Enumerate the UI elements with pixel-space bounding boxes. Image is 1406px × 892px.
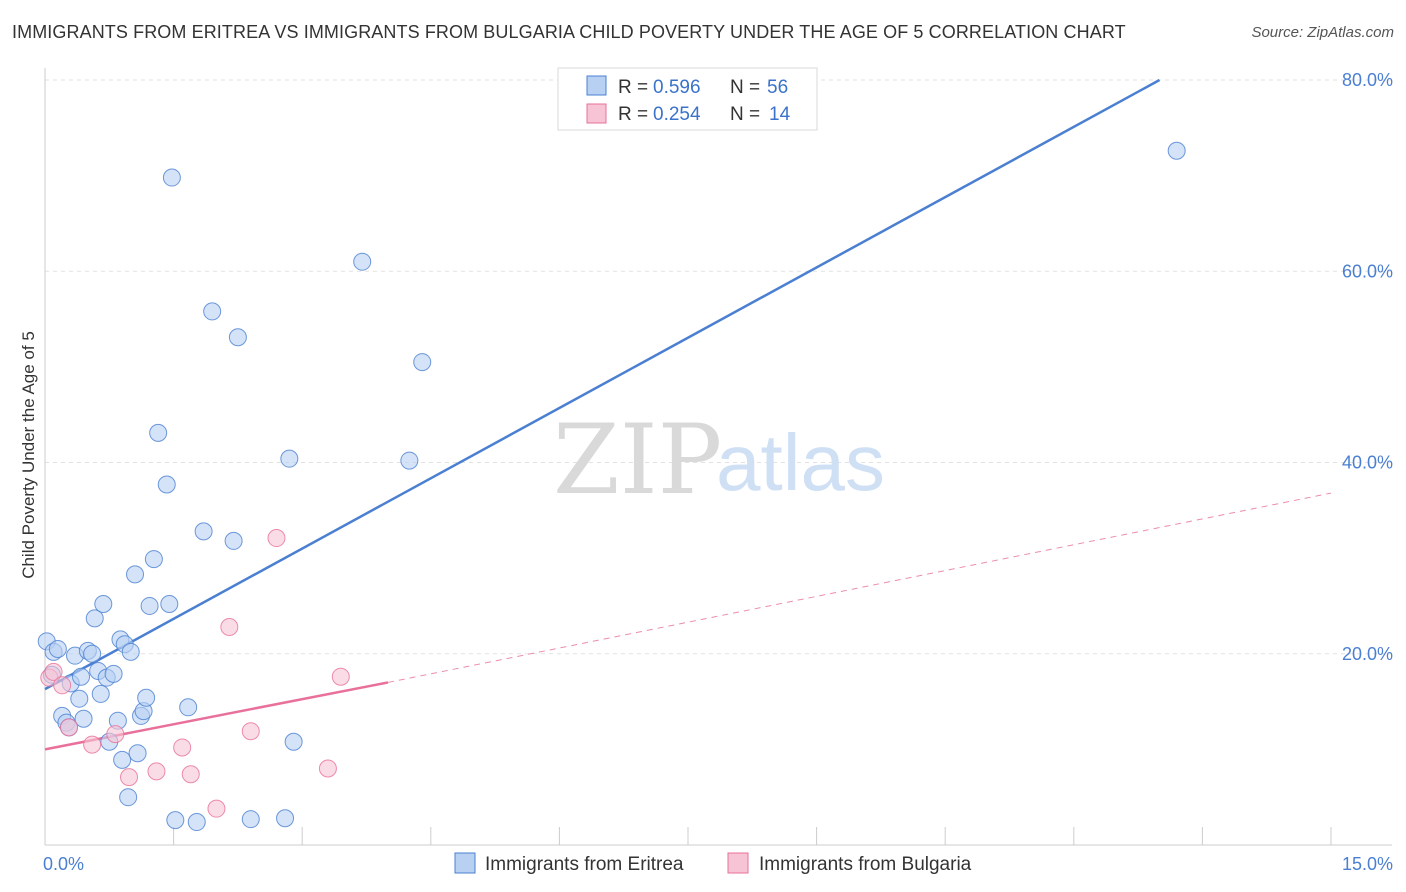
point-eritrea [194, 522, 213, 541]
point-bulgaria [53, 676, 72, 695]
y-axis-label: Child Poverty Under the Age of 5 [19, 331, 38, 579]
y-tick-labels: 20.0% 40.0% 60.0% 80.0% [1342, 70, 1393, 664]
bottom-legend-swatch-eritrea [454, 852, 476, 874]
point-bulgaria [147, 762, 166, 781]
watermark: ZIP atlas [553, 404, 885, 516]
point-eritrea [413, 353, 432, 372]
grid-lines [45, 79, 1392, 655]
point-eritrea [70, 689, 89, 708]
point-bulgaria [318, 759, 337, 778]
point-eritrea [121, 642, 140, 661]
point-eritrea [149, 423, 168, 442]
stats-legend: R = 0.596 N = 56 R = 0.254 N = 14 [557, 67, 818, 131]
point-eritrea [85, 609, 104, 628]
y-tick-label: 80.0% [1342, 70, 1393, 90]
point-bulgaria [267, 529, 286, 548]
point-bulgaria [331, 667, 350, 686]
bottom-legend-label-bulgaria: Immigrants from Bulgaria [759, 854, 972, 875]
point-eritrea [157, 475, 176, 494]
point-eritrea [203, 302, 222, 321]
point-eritrea [224, 531, 243, 550]
point-bulgaria [181, 765, 200, 784]
point-eritrea [187, 813, 206, 832]
watermark-atlas: atlas [716, 418, 885, 507]
trend-line-eritrea [44, 78, 1161, 691]
legend-n-label-eritrea: N = [730, 77, 760, 98]
point-eritrea [284, 732, 303, 751]
point-eritrea [48, 639, 67, 658]
series-legend: Immigrants from Eritrea Immigrants from … [454, 852, 972, 875]
bottom-legend-label-eritrea: Immigrants from Eritrea [485, 854, 684, 875]
point-eritrea [1167, 141, 1186, 160]
legend-r-label-bulgaria: R = [618, 104, 648, 125]
point-eritrea [72, 667, 91, 686]
bottom-legend-swatch-bulgaria [727, 852, 749, 874]
point-bulgaria [120, 768, 139, 787]
x-tick-label: 15.0% [1342, 854, 1393, 874]
point-bulgaria [44, 662, 63, 681]
point-bulgaria [220, 617, 239, 636]
point-eritrea [128, 744, 147, 763]
y-tick-label: 20.0% [1342, 644, 1393, 664]
point-eritrea [140, 596, 159, 615]
legend-r-value-bulgaria: 0.254 [653, 104, 701, 125]
legend-n-value-bulgaria: 14 [769, 104, 791, 125]
point-bulgaria [173, 738, 192, 757]
watermark-zip: ZIP [553, 404, 722, 516]
point-eritrea [91, 684, 110, 703]
point-eritrea [104, 664, 123, 683]
y-tick-label: 60.0% [1342, 261, 1393, 281]
point-eritrea [74, 709, 93, 728]
point-eritrea [126, 565, 145, 584]
legend-swatch-bulgaria [586, 103, 607, 124]
legend-swatch-eritrea [586, 75, 607, 96]
data-points [37, 141, 1186, 832]
point-eritrea [280, 449, 299, 468]
point-eritrea [83, 644, 102, 663]
x-tick-labels: 0.0% 15.0% [43, 854, 1393, 874]
point-eritrea [144, 550, 163, 569]
point-eritrea [137, 688, 156, 707]
source-label: Source: ZipAtlas.com [1251, 24, 1394, 41]
point-bulgaria [60, 718, 79, 737]
point-eritrea [276, 809, 295, 828]
point-eritrea [241, 810, 260, 829]
legend-r-value-eritrea: 0.596 [653, 77, 701, 98]
legend-n-label-bulgaria: N = [730, 104, 760, 125]
point-eritrea [179, 698, 198, 717]
point-bulgaria [83, 735, 102, 754]
point-bulgaria [241, 722, 260, 741]
x-tick-label: 0.0% [43, 854, 84, 874]
point-eritrea [228, 328, 247, 347]
point-eritrea [400, 451, 419, 470]
point-eritrea [353, 252, 372, 271]
point-bulgaria [106, 725, 125, 744]
point-eritrea [113, 750, 132, 769]
axes [44, 68, 1392, 846]
point-eritrea [166, 811, 185, 830]
point-eritrea [119, 788, 138, 807]
legend-n-value-eritrea: 56 [767, 77, 788, 98]
point-bulgaria [207, 799, 226, 818]
x-tick-marks [44, 827, 1332, 845]
point-eritrea [160, 595, 179, 614]
y-tick-label: 40.0% [1342, 453, 1393, 473]
chart-title: IMMIGRANTS FROM ERITREA VS IMMIGRANTS FR… [12, 22, 1126, 42]
point-eritrea [94, 595, 113, 614]
point-eritrea [162, 168, 181, 187]
legend-r-label-eritrea: R = [618, 77, 648, 98]
